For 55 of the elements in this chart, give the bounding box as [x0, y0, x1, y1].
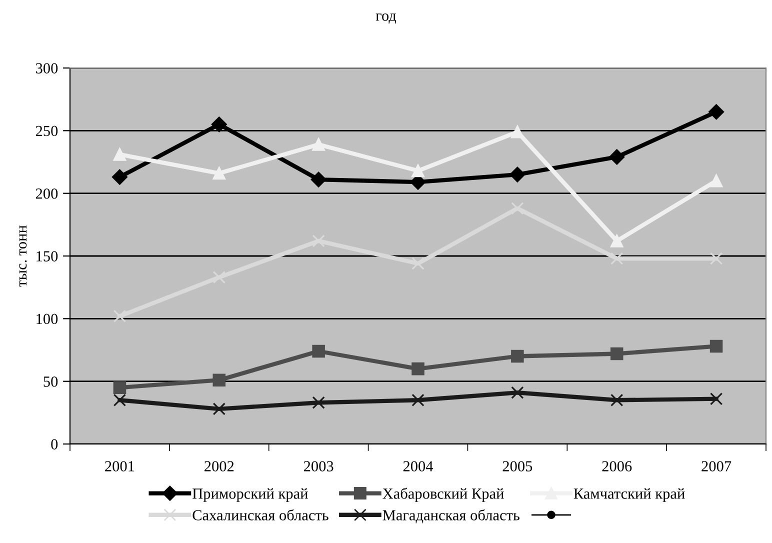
point	[113, 381, 126, 394]
point	[312, 396, 325, 410]
x-tick-label: 2003	[304, 461, 334, 472]
legend-label: Камчатский край	[574, 488, 685, 502]
point	[610, 394, 624, 407]
point	[511, 202, 524, 215]
point	[609, 149, 625, 165]
point	[710, 340, 723, 353]
point	[212, 270, 226, 284]
chart-title: год	[376, 13, 396, 24]
point	[610, 347, 624, 360]
x-tick-label: 2002	[204, 461, 234, 472]
point	[212, 166, 226, 180]
point	[113, 394, 126, 407]
point	[511, 386, 524, 400]
point	[211, 116, 227, 132]
x-tick-label: 2007	[702, 461, 732, 472]
point	[610, 252, 624, 265]
point	[312, 138, 325, 151]
point	[212, 402, 226, 416]
legend-label: Приморский край	[192, 488, 308, 502]
legend-label: Сахалинская область	[192, 509, 328, 520]
x-tick-label: 2001	[105, 461, 134, 472]
y-axis-title: тыс. тонн	[19, 225, 27, 287]
y-tick-label: 50	[44, 376, 58, 387]
legend-label: Хабаровский Край	[382, 488, 504, 502]
point	[412, 394, 424, 407]
point	[112, 169, 128, 185]
y-tick-label: 150	[36, 251, 58, 262]
point	[312, 344, 325, 358]
point	[310, 172, 326, 188]
point	[412, 164, 424, 178]
point	[412, 362, 424, 376]
x-tick-label: 2006	[602, 461, 632, 472]
point	[113, 310, 126, 323]
point	[710, 252, 723, 265]
point	[113, 148, 126, 161]
point	[710, 392, 723, 406]
legend-label: Магаданская область	[382, 509, 520, 524]
x-tick-label: 2005	[502, 461, 532, 472]
point	[710, 174, 723, 188]
point	[412, 257, 424, 270]
point	[511, 350, 524, 363]
y-tick-label: 0	[51, 439, 58, 450]
point	[312, 234, 325, 248]
y-tick-label: 250	[36, 126, 58, 136]
point	[212, 374, 226, 386]
y-tick-label: 100	[36, 314, 58, 324]
point	[510, 166, 526, 182]
point	[610, 234, 624, 248]
point	[511, 126, 524, 138]
x-tick-label: 2004	[403, 461, 434, 472]
y-tick-label: 200	[36, 188, 58, 199]
point	[708, 104, 724, 120]
y-tick-label: 300	[36, 63, 58, 74]
